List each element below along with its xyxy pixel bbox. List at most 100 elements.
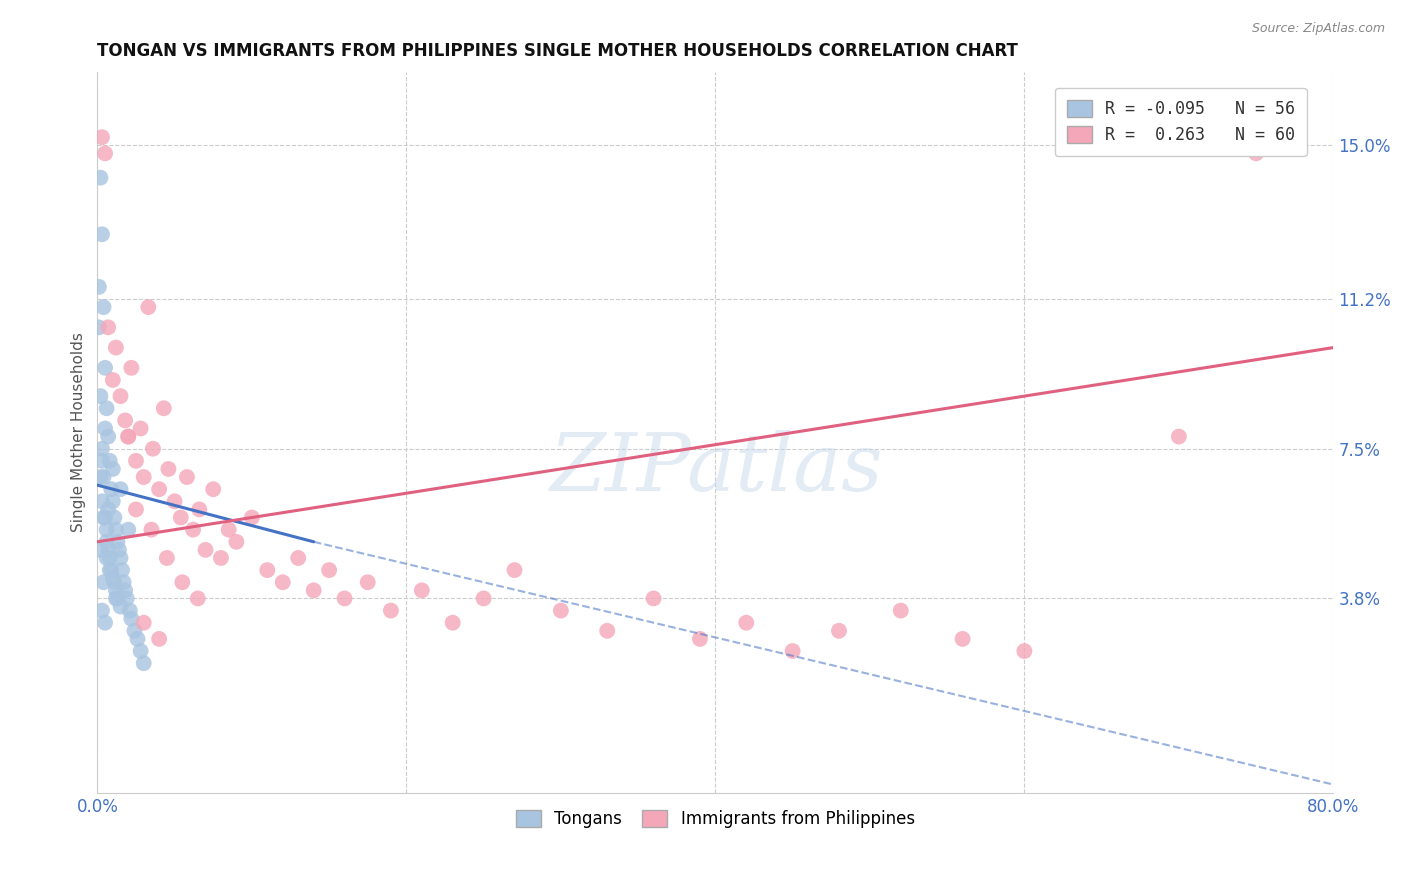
Point: [127, 632, 149, 646]
Point: [194, 542, 217, 557]
Point: [94, 615, 117, 630]
Point: [91, 604, 114, 618]
Point: [104, 591, 127, 606]
Point: [132, 656, 155, 670]
Point: [138, 300, 160, 314]
Point: [357, 575, 380, 590]
Point: [100, 482, 122, 496]
Point: [225, 534, 247, 549]
Point: [1167, 429, 1189, 443]
Point: [550, 604, 572, 618]
Point: [107, 534, 129, 549]
Point: [117, 523, 139, 537]
Point: [380, 604, 402, 618]
Point: [170, 510, 193, 524]
Point: [202, 482, 225, 496]
Point: [101, 494, 124, 508]
Point: [120, 612, 142, 626]
Point: [101, 571, 124, 585]
Point: [96, 401, 118, 416]
Point: [94, 510, 117, 524]
Y-axis label: Single Mother Households: Single Mother Households: [72, 333, 86, 533]
Point: [124, 624, 146, 638]
Point: [125, 454, 148, 468]
Point: [97, 320, 120, 334]
Point: [97, 542, 120, 557]
Point: [187, 591, 209, 606]
Point: [89, 470, 111, 484]
Point: [890, 604, 912, 618]
Point: [94, 421, 117, 435]
Point: [101, 462, 124, 476]
Point: [110, 482, 132, 496]
Point: [93, 510, 115, 524]
Point: [148, 632, 170, 646]
Point: [411, 583, 433, 598]
Point: [94, 360, 117, 375]
Point: [503, 563, 526, 577]
Point: [132, 470, 155, 484]
Point: [141, 523, 163, 537]
Point: [132, 615, 155, 630]
Point: [163, 494, 186, 508]
Point: [104, 583, 127, 598]
Point: [93, 470, 115, 484]
Point: [952, 632, 974, 646]
Point: [472, 591, 495, 606]
Point: [271, 575, 294, 590]
Point: [689, 632, 711, 646]
Point: [114, 413, 136, 427]
Point: [152, 401, 174, 416]
Point: [118, 604, 141, 618]
Point: [89, 542, 111, 557]
Point: [111, 563, 134, 577]
Point: [98, 454, 121, 468]
Point: [91, 130, 114, 145]
Point: [103, 575, 125, 590]
Point: [93, 575, 115, 590]
Point: [103, 510, 125, 524]
Point: [1014, 644, 1036, 658]
Point: [107, 591, 129, 606]
Point: [87, 320, 110, 334]
Point: [117, 429, 139, 443]
Point: [100, 563, 122, 577]
Point: [98, 551, 121, 566]
Point: [643, 591, 665, 606]
Point: [256, 563, 278, 577]
Point: [104, 523, 127, 537]
Point: [117, 429, 139, 443]
Point: [828, 624, 851, 638]
Text: Source: ZipAtlas.com: Source: ZipAtlas.com: [1251, 22, 1385, 36]
Legend: Tongans, Immigrants from Philippines: Tongans, Immigrants from Philippines: [509, 803, 921, 835]
Point: [104, 341, 127, 355]
Text: TONGAN VS IMMIGRANTS FROM PHILIPPINES SINGLE MOTHER HOUSEHOLDS CORRELATION CHART: TONGAN VS IMMIGRANTS FROM PHILIPPINES SI…: [97, 42, 1018, 60]
Point: [782, 644, 804, 658]
Point: [318, 563, 340, 577]
Point: [176, 470, 198, 484]
Point: [96, 523, 118, 537]
Point: [240, 510, 263, 524]
Point: [142, 442, 165, 456]
Point: [97, 429, 120, 443]
Point: [87, 280, 110, 294]
Point: [89, 170, 111, 185]
Point: [1244, 146, 1267, 161]
Point: [115, 591, 138, 606]
Point: [108, 542, 131, 557]
Point: [209, 551, 232, 566]
Point: [181, 523, 204, 537]
Point: [91, 227, 114, 242]
Point: [120, 360, 142, 375]
Point: [112, 575, 135, 590]
Point: [188, 502, 211, 516]
Point: [91, 442, 114, 456]
Point: [96, 551, 118, 566]
Point: [101, 373, 124, 387]
Point: [93, 300, 115, 314]
Point: [91, 494, 114, 508]
Point: [157, 462, 180, 476]
Point: [156, 551, 179, 566]
Point: [98, 563, 121, 577]
Point: [287, 551, 309, 566]
